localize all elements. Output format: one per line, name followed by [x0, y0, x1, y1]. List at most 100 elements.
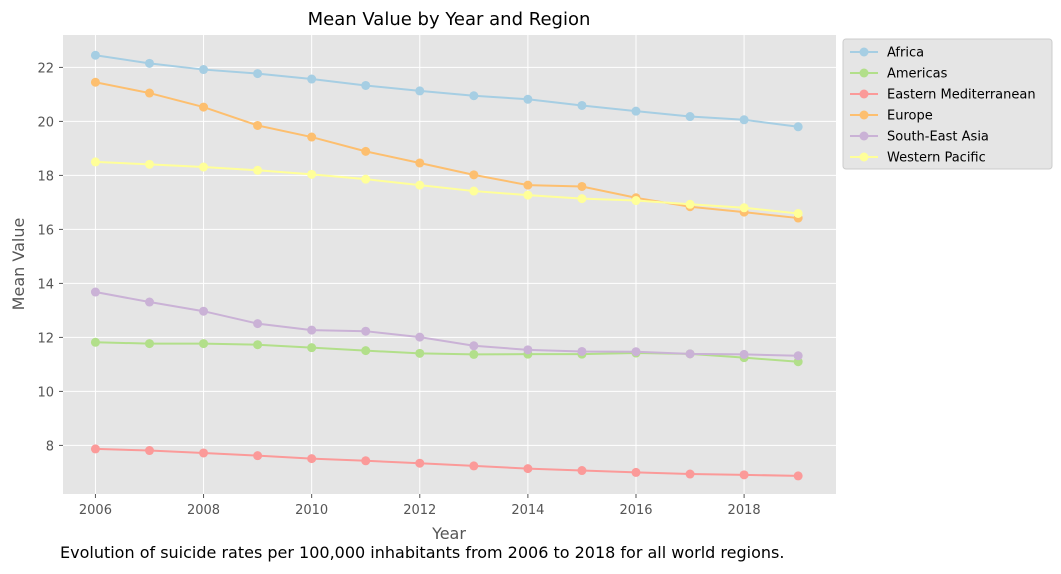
data-point-europe — [199, 102, 209, 112]
data-point-africa — [307, 74, 317, 84]
legend-label: Western Pacific — [887, 151, 986, 166]
data-point-south-east-asia — [739, 349, 749, 359]
data-point-western-pacific — [307, 169, 317, 179]
y-tick-label: 16 — [37, 223, 54, 238]
data-point-europe — [144, 88, 154, 98]
data-point-south-east-asia — [199, 306, 209, 316]
data-point-americas — [469, 349, 479, 359]
y-tick-label: 20 — [37, 115, 54, 130]
series-line-eastern-mediterranean — [95, 447, 799, 477]
legend-label: Europe — [887, 109, 933, 124]
data-point-western-pacific — [577, 194, 587, 204]
data-point-western-pacific — [469, 186, 479, 196]
data-point-eastern-mediterranean — [253, 451, 263, 461]
data-point-eastern-mediterranean — [361, 456, 371, 466]
data-point-western-pacific — [199, 162, 209, 172]
legend-marker — [859, 110, 869, 120]
legend-item-western-pacific: Western Pacific — [850, 151, 986, 166]
y-axis-label: Mean Value — [9, 218, 28, 311]
data-point-western-pacific — [90, 157, 100, 167]
data-point-south-east-asia — [793, 351, 803, 361]
legend: Africa Americas Eastern Mediterranean Europ… — [842, 38, 1053, 170]
data-point-eastern-mediterranean — [739, 470, 749, 480]
series-line-europe — [95, 81, 799, 220]
data-point-south-east-asia — [523, 345, 533, 355]
y-tick-label: 18 — [37, 169, 54, 184]
data-point-africa — [685, 112, 695, 122]
data-point-europe — [577, 181, 587, 191]
chart-title: Mean Value by Year and Region — [308, 9, 591, 30]
series-eastern-mediterranean — [90, 444, 803, 481]
data-point-europe — [253, 120, 263, 130]
data-point-americas — [253, 340, 263, 350]
y-tick-label: 14 — [37, 277, 54, 292]
figure-caption: Evolution of suicide rates per 100,000 i… — [60, 543, 785, 562]
data-point-eastern-mediterranean — [793, 471, 803, 481]
data-point-western-pacific — [793, 208, 803, 218]
data-point-africa — [523, 94, 533, 104]
legend-marker — [859, 152, 869, 162]
x-tick-label: 2008 — [187, 503, 220, 518]
data-point-africa — [739, 115, 749, 125]
data-point-europe — [361, 146, 371, 156]
data-point-western-pacific — [523, 190, 533, 200]
data-point-south-east-asia — [577, 346, 587, 356]
y-tick-label: 12 — [37, 331, 54, 346]
data-point-western-pacific — [253, 165, 263, 175]
series-line-south-east-asia — [95, 291, 799, 357]
series-south-east-asia — [90, 287, 803, 361]
data-point-americas — [361, 346, 371, 356]
x-tick-label: 2010 — [295, 503, 328, 518]
data-point-eastern-mediterranean — [523, 464, 533, 474]
data-point-africa — [415, 86, 425, 96]
x-tick-label: 2006 — [79, 503, 112, 518]
y-tick-label: 8 — [46, 439, 54, 454]
data-point-africa — [90, 50, 100, 60]
x-tick-label: 2014 — [511, 503, 544, 518]
data-point-africa — [361, 80, 371, 90]
legend-label: Americas — [887, 67, 948, 82]
data-point-south-east-asia — [253, 319, 263, 329]
series-line-africa — [95, 54, 799, 128]
data-point-eastern-mediterranean — [631, 467, 641, 477]
data-point-africa — [199, 65, 209, 75]
data-point-europe — [90, 77, 100, 87]
data-point-south-east-asia — [90, 287, 100, 297]
plot-background — [63, 35, 836, 494]
data-point-western-pacific — [361, 174, 371, 184]
data-point-south-east-asia — [415, 332, 425, 342]
data-point-africa — [144, 58, 154, 68]
series-western-pacific — [90, 157, 803, 218]
data-point-south-east-asia — [144, 297, 154, 307]
x-axis-label: Year — [431, 524, 466, 543]
y-tick-label: 22 — [37, 61, 54, 76]
legend-item-eastern-mediterranean: Eastern Mediterranean — [850, 88, 1036, 103]
data-point-eastern-mediterranean — [144, 446, 154, 456]
data-point-western-pacific — [415, 180, 425, 190]
data-point-eastern-mediterranean — [199, 448, 209, 458]
x-ticks: 2006 2008 2010 2012 2014 2016 2018 — [79, 494, 761, 518]
legend-item-south-east-asia: South-East Asia — [850, 130, 989, 145]
data-point-western-pacific — [685, 199, 695, 209]
data-point-europe — [469, 170, 479, 180]
data-point-south-east-asia — [685, 349, 695, 359]
data-point-western-pacific — [144, 159, 154, 169]
data-point-africa — [793, 122, 803, 132]
legend-label: Eastern Mediterranean — [887, 88, 1036, 103]
y-ticks: 8 10 12 14 16 18 20 22 — [37, 61, 63, 454]
x-tick-label: 2012 — [403, 503, 436, 518]
x-tick-label: 2016 — [619, 503, 652, 518]
data-point-africa — [577, 100, 587, 110]
data-point-africa — [631, 106, 641, 116]
x-tick-label: 2018 — [728, 503, 761, 518]
data-point-eastern-mediterranean — [90, 444, 100, 454]
data-point-africa — [253, 69, 263, 79]
data-point-south-east-asia — [307, 325, 317, 335]
data-point-americas — [415, 348, 425, 358]
series-group — [90, 50, 803, 481]
data-point-americas — [144, 339, 154, 349]
y-tick-label: 10 — [37, 385, 54, 400]
legend-marker — [859, 89, 869, 99]
data-point-europe — [415, 158, 425, 168]
